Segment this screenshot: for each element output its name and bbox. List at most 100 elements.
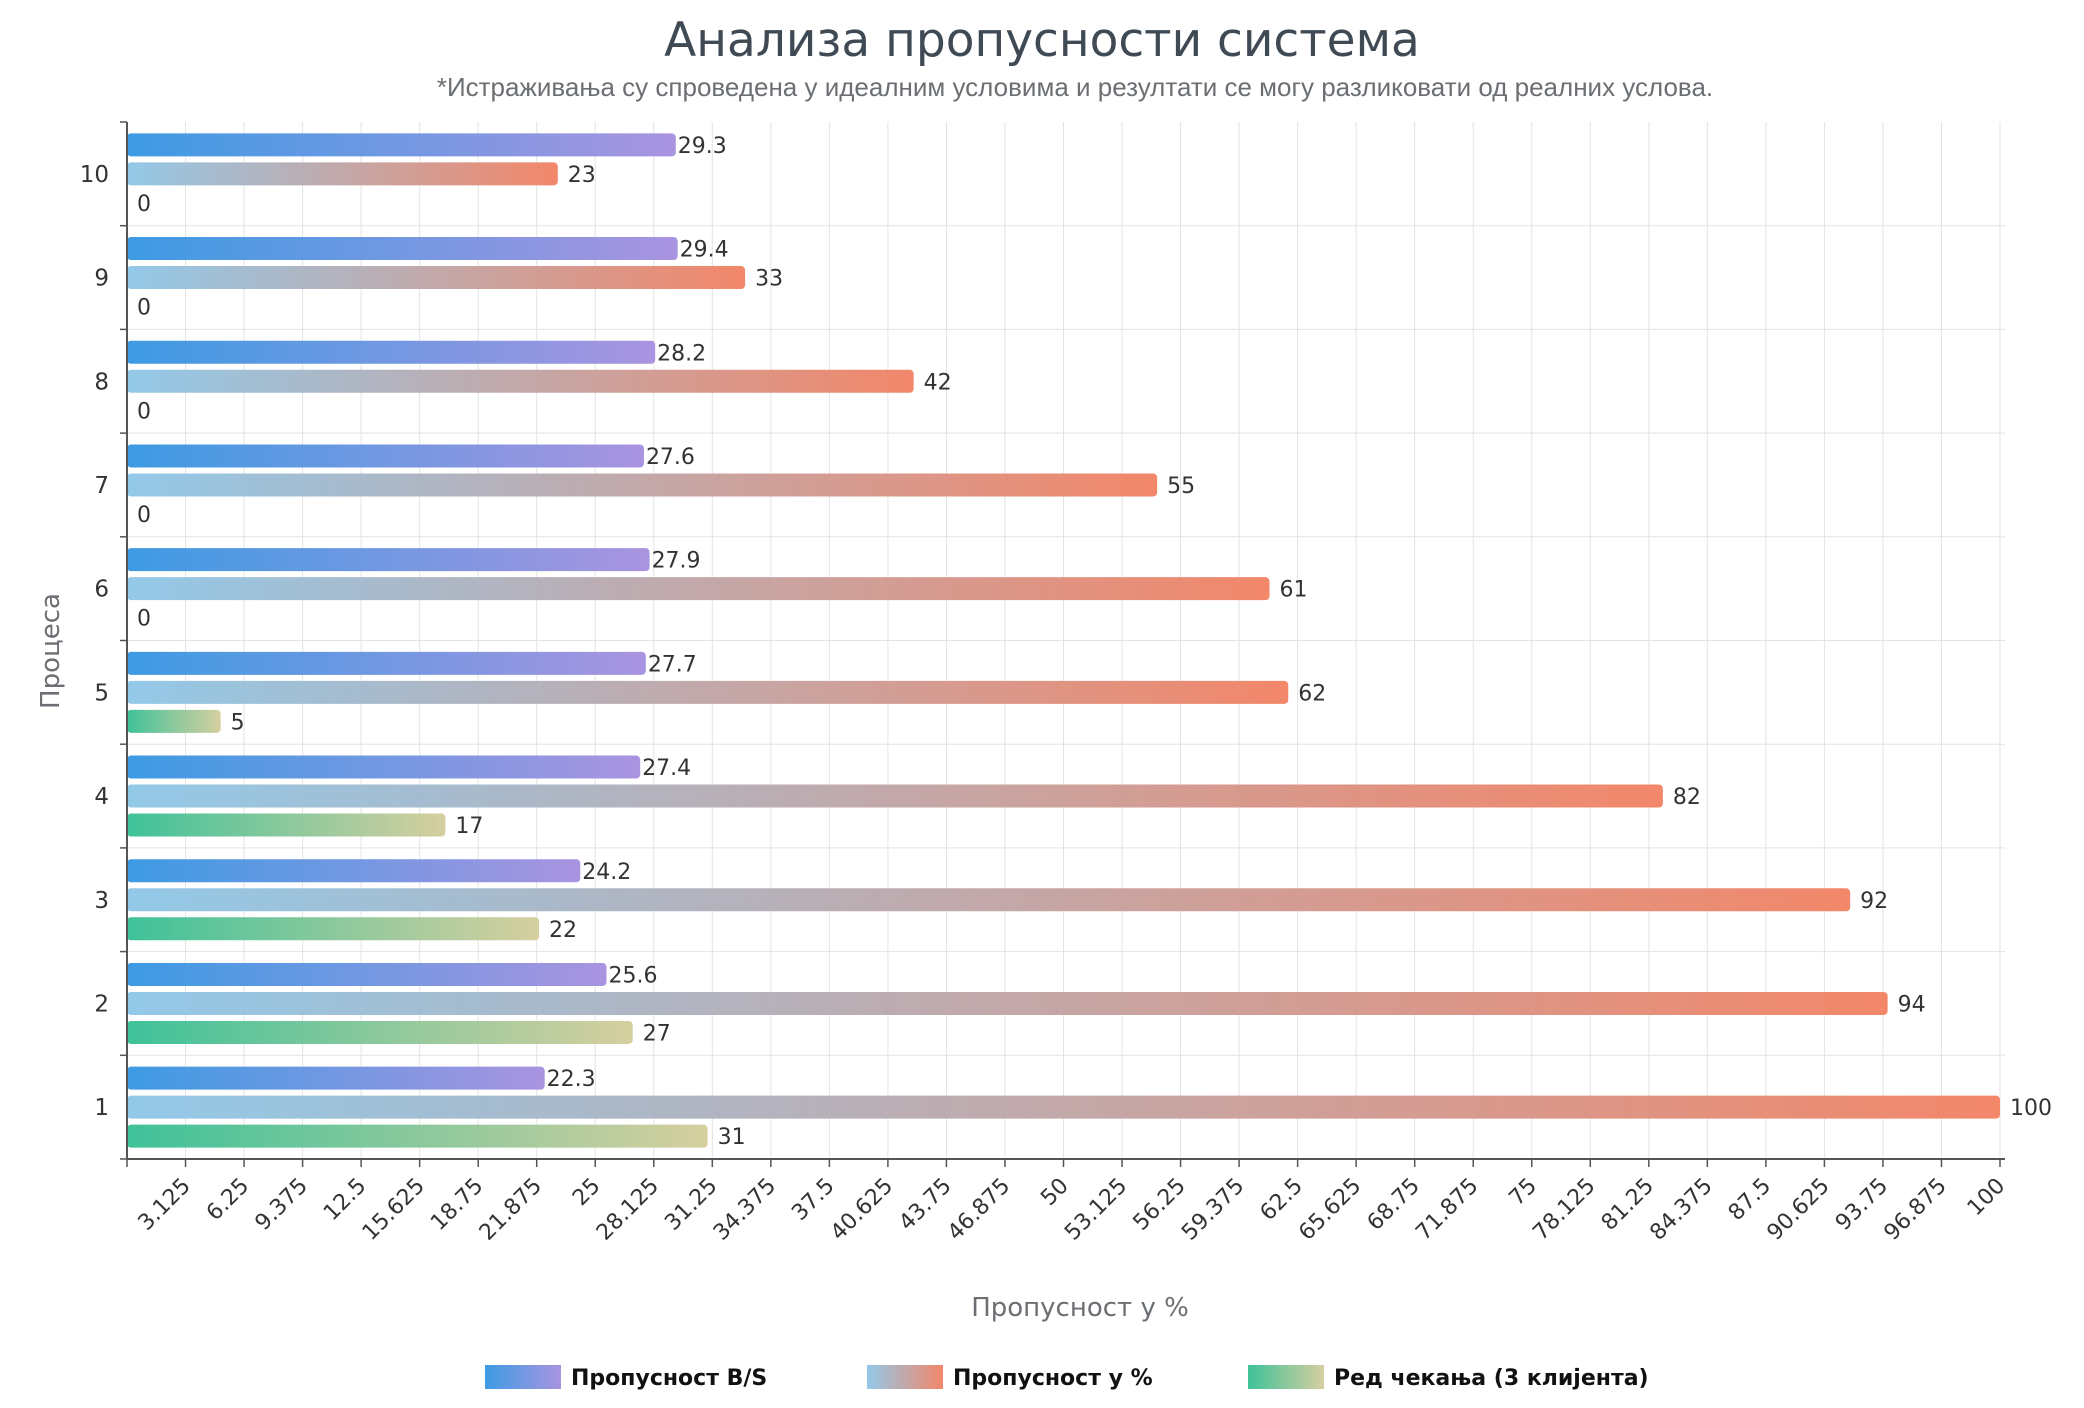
bar <box>127 1124 708 1148</box>
bars: 22.3 100 31 25.6 94 27 24.2 92 22 27.4 82 17 27.7 62 5… <box>127 133 2052 1150</box>
bar <box>127 548 650 572</box>
bar <box>127 962 607 986</box>
data-label: 29.4 <box>680 238 729 263</box>
y-categories: 1 2 3 4 5 6 7 8 9 10 <box>80 162 109 1121</box>
x-tick-label: 9.375 <box>251 1174 313 1236</box>
data-label: 62 <box>1298 681 1326 706</box>
bar <box>127 340 656 364</box>
bar <box>127 709 221 733</box>
bar <box>127 237 678 261</box>
x-tick-label: 84.375 <box>1645 1174 1717 1246</box>
x-tick-label: 15.625 <box>358 1174 430 1246</box>
legend: Пропусност B/S Пропусност у % Ред чекања (… <box>485 1365 1649 1391</box>
legend-swatch <box>1248 1365 1324 1389</box>
bar <box>127 651 646 675</box>
data-label: 0 <box>137 399 151 424</box>
x-tick-label: 78.125 <box>1528 1174 1600 1246</box>
data-label: 27 <box>643 1021 671 1046</box>
bar <box>127 784 1663 808</box>
x-tick-label: 25 <box>568 1174 605 1211</box>
data-label: 27.4 <box>642 756 691 781</box>
legend-label: Ред чекања (3 клијента) <box>1334 1366 1649 1391</box>
data-label: 0 <box>137 296 151 321</box>
bar <box>127 859 581 883</box>
data-label: 29.3 <box>678 134 727 159</box>
data-label: 24.2 <box>582 860 631 885</box>
data-label: 27.7 <box>648 652 697 677</box>
x-tick-label: 62.5 <box>1256 1174 1308 1226</box>
x-tick-label: 34.375 <box>709 1174 781 1246</box>
legend-swatch <box>485 1365 561 1389</box>
bar <box>127 813 446 837</box>
x-tick-label: 37.5 <box>787 1174 839 1226</box>
data-label: 28.2 <box>657 341 706 366</box>
data-label: 17 <box>455 814 483 839</box>
data-label: 55 <box>1167 474 1195 499</box>
data-label: 100 <box>2010 1096 2052 1121</box>
x-tick-label: 12.5 <box>319 1174 371 1226</box>
category-label: 2 <box>94 991 109 1017</box>
x-tick-label: 75 <box>1505 1174 1542 1211</box>
bar <box>127 917 540 941</box>
bar <box>127 266 746 290</box>
x-tick-label: 59.375 <box>1177 1174 1249 1246</box>
data-label: 94 <box>1898 992 1926 1017</box>
bar <box>127 162 558 186</box>
x-tick-label: 71.875 <box>1411 1174 1483 1246</box>
data-label: 22.3 <box>547 1067 596 1092</box>
data-label: 23 <box>568 163 596 188</box>
category-label: 7 <box>94 473 109 499</box>
chart-subtitle: *Истраживања су спроведена у идеалним ус… <box>437 72 1713 102</box>
x-tick-label: 40.625 <box>826 1174 898 1246</box>
data-label: 5 <box>231 710 245 735</box>
data-label: 27.9 <box>652 549 701 574</box>
data-label: 42 <box>924 370 952 395</box>
x-tick-label: 28.125 <box>592 1174 664 1246</box>
x-tick-label: 96.875 <box>1880 1174 1952 1246</box>
legend-swatch <box>867 1365 943 1389</box>
data-label: 0 <box>137 503 151 528</box>
bar <box>127 1020 633 1044</box>
data-label: 22 <box>549 918 577 943</box>
x-axis-title: Пропусност у % <box>971 1293 1189 1323</box>
data-label: 25.6 <box>608 963 657 988</box>
x-tick-label: 46.875 <box>943 1174 1015 1246</box>
y-axis-title: Процеса <box>36 593 66 709</box>
x-tick-label: 21.875 <box>475 1174 547 1246</box>
bar <box>127 755 641 779</box>
category-label: 1 <box>94 1095 109 1121</box>
data-label: 92 <box>1860 889 1888 914</box>
category-label: 3 <box>94 888 109 914</box>
data-label: 33 <box>755 267 783 292</box>
bar <box>127 1066 545 1090</box>
category-label: 8 <box>94 369 109 395</box>
legend-label: Пропусност у % <box>953 1366 1153 1391</box>
x-tick-label: 50 <box>1036 1174 1073 1211</box>
x-tick-label: 65.625 <box>1294 1174 1366 1246</box>
data-label: 27.6 <box>646 445 695 470</box>
bar <box>127 444 644 468</box>
bar <box>127 369 914 393</box>
data-label: 82 <box>1673 785 1701 810</box>
legend-label: Пропусност B/S <box>571 1366 767 1391</box>
x-tick-label: 3.125 <box>134 1174 196 1236</box>
bar <box>127 888 1851 912</box>
x-tick-label: 53.125 <box>1060 1174 1132 1246</box>
category-label: 9 <box>94 266 109 292</box>
category-label: 5 <box>94 680 109 706</box>
x-tick-label: 6.25 <box>202 1174 254 1226</box>
data-label: 0 <box>137 607 151 632</box>
data-label: 31 <box>718 1125 746 1150</box>
x-tick-label: 90.625 <box>1763 1174 1835 1246</box>
bar <box>127 680 1289 704</box>
grid <box>127 122 2005 1159</box>
bar <box>127 991 1888 1015</box>
bar <box>127 1095 2000 1119</box>
category-label: 4 <box>94 784 109 810</box>
axes <box>120 121 2005 1160</box>
bar <box>127 133 676 157</box>
data-label: 61 <box>1280 578 1308 603</box>
